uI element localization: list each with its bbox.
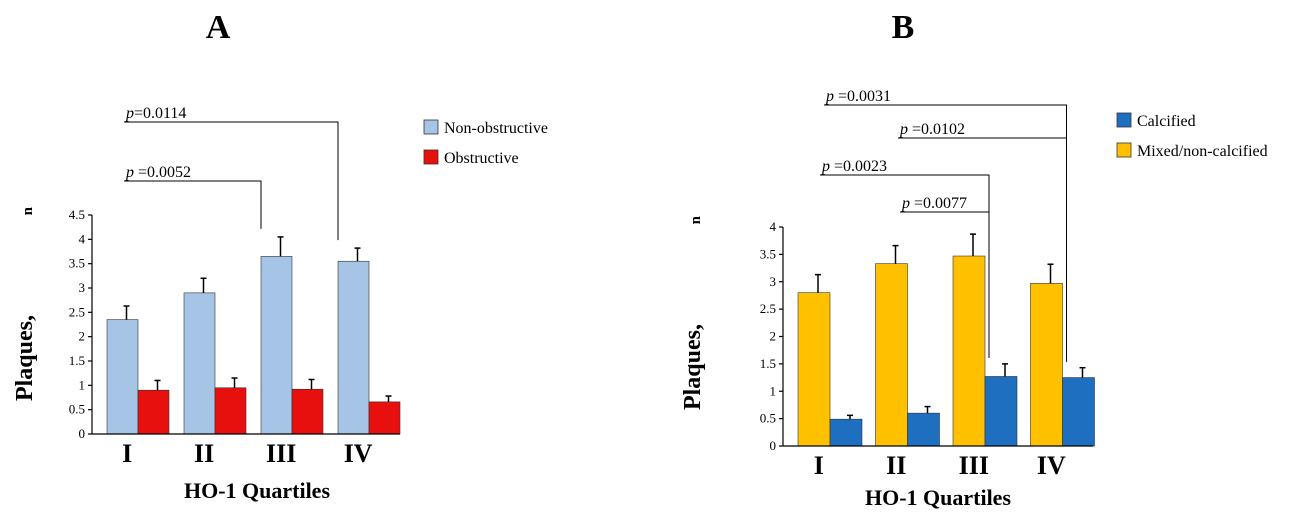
y-tick-label: 2.5: [760, 301, 776, 316]
p-symbol: p: [899, 121, 908, 138]
bar-obstructive: [214, 387, 247, 435]
x-category-label: II: [886, 451, 906, 480]
bar-non-obstructive: [183, 292, 216, 435]
p-value: =0.0102: [908, 121, 965, 138]
p-value-label: p=0.0114: [125, 105, 186, 122]
panel-b-letter: B: [892, 9, 915, 46]
legend-label: Non-obstructive: [444, 120, 548, 137]
y-tick-label: 3: [770, 274, 777, 289]
p-symbol: p: [125, 164, 134, 181]
x-category-label: II: [194, 439, 214, 468]
y-tick-label: 1: [770, 383, 777, 398]
bar-calcified: [829, 418, 863, 447]
significance-bracket: [898, 137, 1067, 362]
p-value: =0.0077: [910, 195, 967, 212]
x-axis-title: HO-1 Quartiles: [184, 478, 330, 503]
bar-mixed-non-calcified: [952, 255, 986, 447]
y-axis-title-unit: n: [20, 206, 36, 215]
p-value-label: p =0.0031: [825, 88, 891, 105]
legend-swatch: [1116, 112, 1132, 128]
bar-obstructive: [137, 389, 170, 435]
significance-bracket: [124, 121, 339, 241]
y-axis-title: Plaques,: [680, 324, 706, 410]
y-axis-title: Plaques,: [12, 315, 38, 401]
legend-swatch: [423, 119, 439, 135]
legend-label: Mixed/non-calcified: [1137, 143, 1268, 160]
y-tick-label: 3.5: [760, 246, 776, 261]
p-symbol: p: [821, 158, 830, 175]
legend-swatch: [1116, 142, 1132, 158]
x-category-label: I: [814, 451, 824, 480]
p-value: =0.0031: [834, 88, 891, 105]
x-category-label: IV: [1037, 451, 1066, 480]
bar-calcified: [1062, 377, 1095, 447]
y-tick-label: 0.5: [69, 402, 85, 417]
bar-obstructive: [291, 388, 324, 435]
significance-bracket: [900, 211, 990, 358]
x-category-label: III: [959, 451, 989, 480]
bar-mixed-non-calcified: [1030, 283, 1063, 447]
p-value-label: p =0.0077: [901, 195, 967, 212]
y-tick-label: 4: [770, 219, 777, 234]
p-value: =0.0023: [830, 158, 887, 175]
legend-swatch: [423, 149, 439, 165]
y-tick-label: 3: [79, 280, 86, 295]
y-tick-label: 1.5: [69, 353, 85, 368]
y-tick-label: 2: [770, 329, 777, 344]
y-tick-label: 4: [79, 231, 86, 246]
legend-label: Obstructive: [444, 150, 519, 167]
y-tick-label: 4.5: [69, 207, 85, 222]
p-symbol: p: [825, 88, 834, 105]
y-tick-label: 0: [770, 438, 777, 453]
bar-mixed-non-calcified: [797, 292, 831, 447]
y-tick-label: 1.5: [760, 356, 776, 371]
y-tick-label: 3.5: [69, 256, 85, 271]
y-tick-label: 0: [79, 426, 86, 441]
p-value: =0.0114: [134, 105, 186, 122]
x-category-label: III: [266, 439, 296, 468]
y-tick-label: 2: [79, 329, 86, 344]
bar-calcified: [907, 412, 940, 447]
panel-a-letter: A: [206, 9, 231, 46]
y-axis-title-unit: n: [688, 215, 704, 224]
bar-non-obstructive: [106, 319, 139, 435]
bar-non-obstructive: [260, 256, 293, 435]
bar-mixed-non-calcified: [875, 263, 908, 447]
y-tick-label: 1: [79, 377, 86, 392]
x-category-label: I: [122, 439, 132, 468]
p-value: =0.0052: [134, 164, 191, 181]
bar-obstructive: [368, 401, 401, 435]
bar-non-obstructive: [337, 260, 370, 435]
p-value-label: p =0.0102: [899, 121, 965, 138]
x-axis-title: HO-1 Quartiles: [865, 485, 1011, 510]
significance-bracket: [124, 180, 262, 229]
y-tick-label: 2.5: [69, 304, 85, 319]
p-value-label: p =0.0023: [821, 158, 887, 175]
p-symbol: p: [125, 105, 134, 122]
y-tick-label: 0.5: [760, 411, 776, 426]
x-category-label: IV: [344, 439, 373, 468]
legend-label: Calcified: [1137, 113, 1196, 130]
significance-bracket: [824, 104, 1067, 362]
bar-calcified: [984, 376, 1018, 447]
p-symbol: p: [901, 195, 910, 212]
p-value-label: p =0.0052: [125, 164, 191, 181]
